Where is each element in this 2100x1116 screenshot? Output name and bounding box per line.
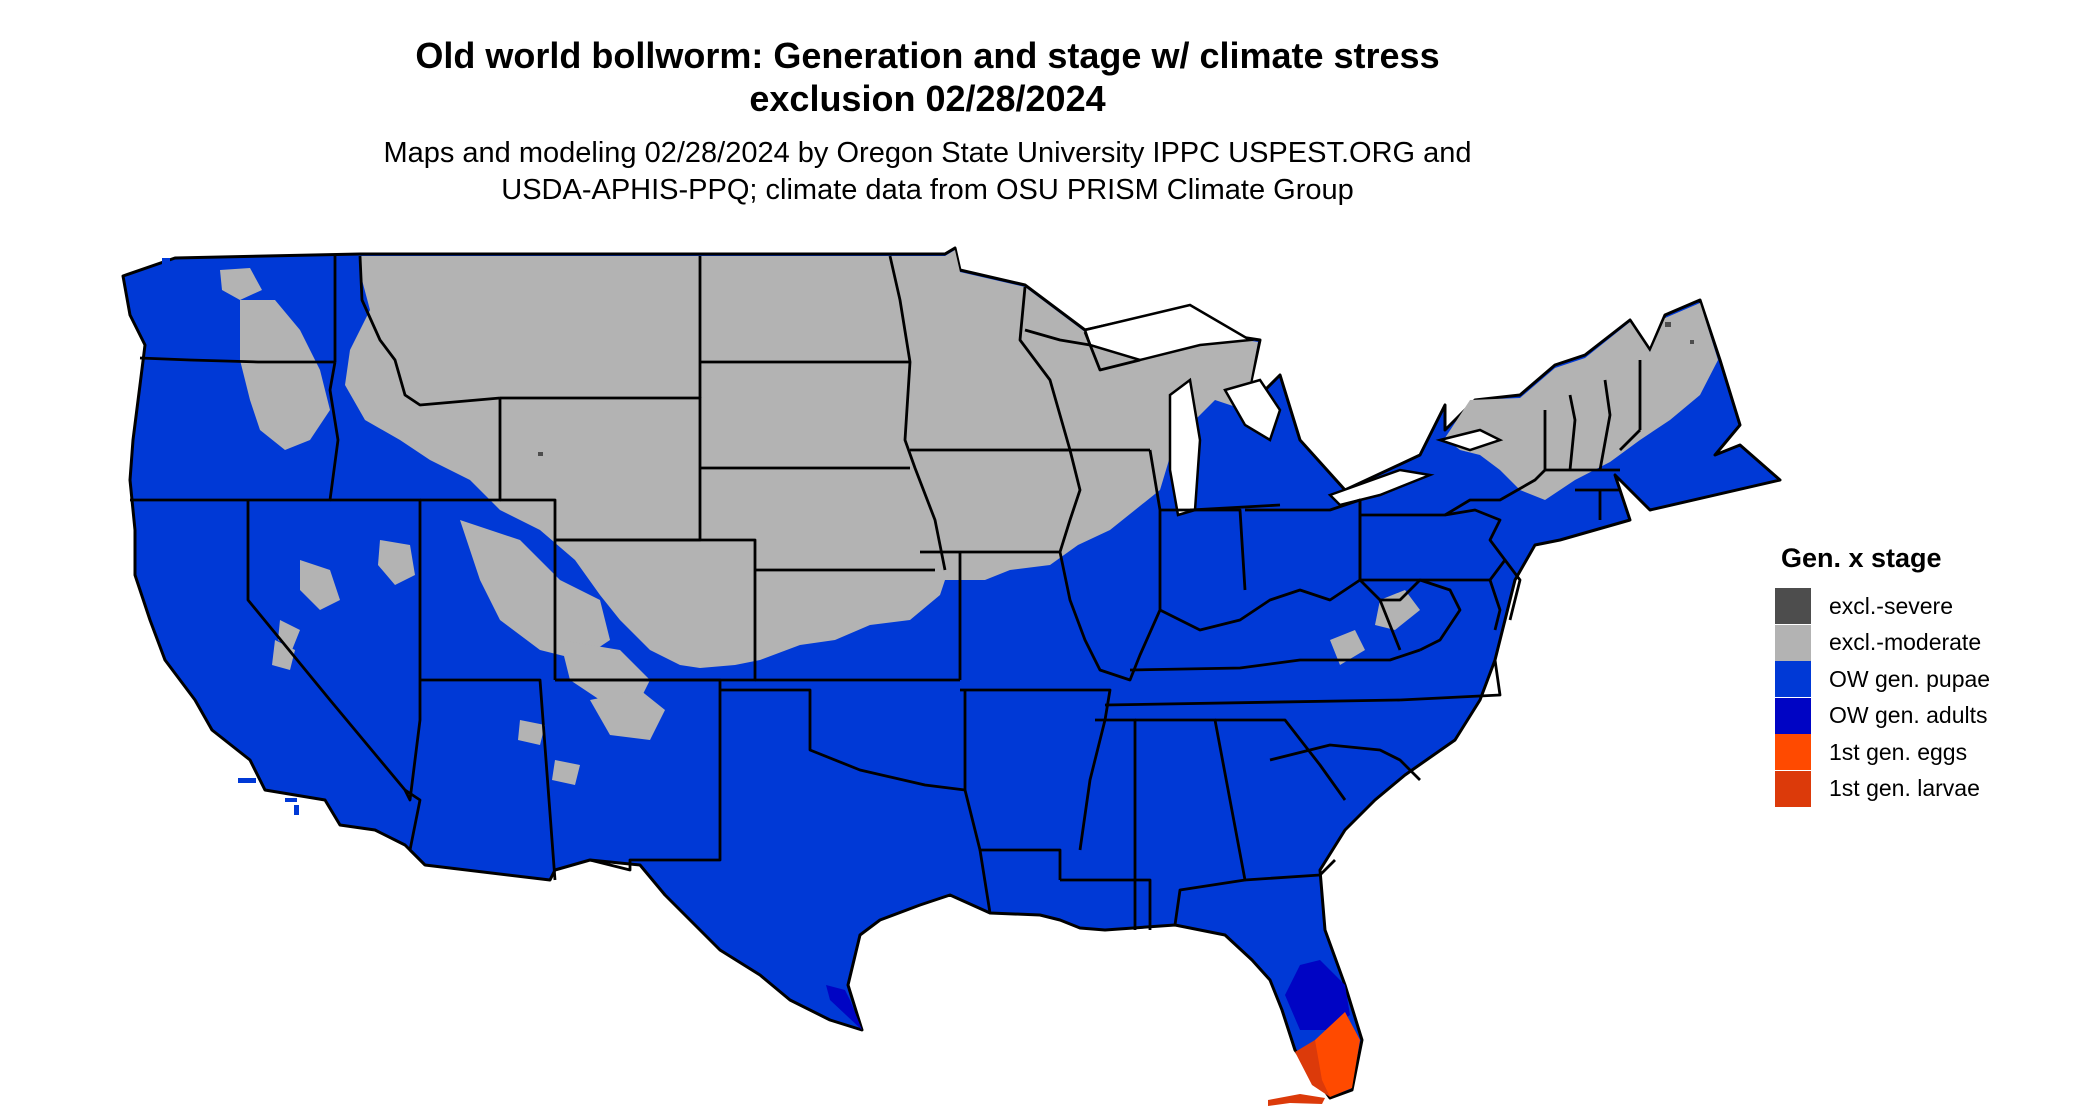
legend-label: OW gen. adults — [1829, 702, 1988, 729]
legend-item: 1st gen. larvae — [1775, 770, 1990, 808]
legend-label: excl.-moderate — [1829, 629, 1982, 656]
map-title-line-1: Old world bollworm: Generation and stage… — [415, 35, 1440, 76]
exclusion-severe-regions — [538, 322, 1694, 456]
south-florida-larvae — [1295, 1040, 1330, 1097]
map-subtitle-line-1: Maps and modeling 02/28/2024 by Oregon S… — [383, 137, 1472, 169]
map-subtitle-line-2: USDA-APHIS-PPQ; climate data from OSU PR… — [501, 174, 1354, 206]
legend-swatch-1st-eggs — [1775, 734, 1811, 771]
legend-item: OW gen. adults — [1775, 697, 1990, 735]
legend-label: 1st gen. eggs — [1829, 738, 1968, 765]
legend-swatch-ow-adults — [1775, 697, 1811, 734]
state-borders — [130, 255, 1642, 930]
map-subtitle: Maps and modeling 02/28/2024 by Oregon S… — [0, 135, 1855, 209]
legend-swatch-excl-severe — [1775, 588, 1811, 625]
map-title: Old world bollworm: Generation and stage… — [0, 34, 1855, 120]
legend-label: 1st gen. larvae — [1829, 775, 1980, 802]
map-title-line-2: exclusion 02/28/2024 — [749, 78, 1106, 119]
south-texas-adults — [826, 985, 862, 1030]
coastal-islands — [162, 258, 299, 815]
legend-item: excl.-severe — [1775, 588, 1990, 625]
legend-label: excl.-severe — [1829, 592, 1953, 619]
florida-keys-larvae — [1268, 1094, 1325, 1106]
legend-item: OW gen. pupae — [1775, 661, 1990, 698]
legend-swatch-excl-moderate — [1775, 624, 1811, 661]
legend-label: OW gen. pupae — [1829, 665, 1991, 692]
south-florida-adults — [1285, 960, 1350, 1030]
legend-title: Gen. x stage — [1781, 543, 1942, 573]
great-lakes — [1083, 303, 1504, 517]
legend-swatch-1st-larvae — [1775, 770, 1811, 807]
legend-item: 1st gen. eggs — [1775, 734, 1990, 771]
south-florida-eggs — [1310, 1012, 1360, 1097]
legend-item: excl.-moderate — [1775, 624, 1990, 662]
legend: Gen. x stage excl.-severe excl.-moderate… — [1775, 543, 1990, 807]
legend-swatch-ow-pupae — [1775, 661, 1811, 698]
